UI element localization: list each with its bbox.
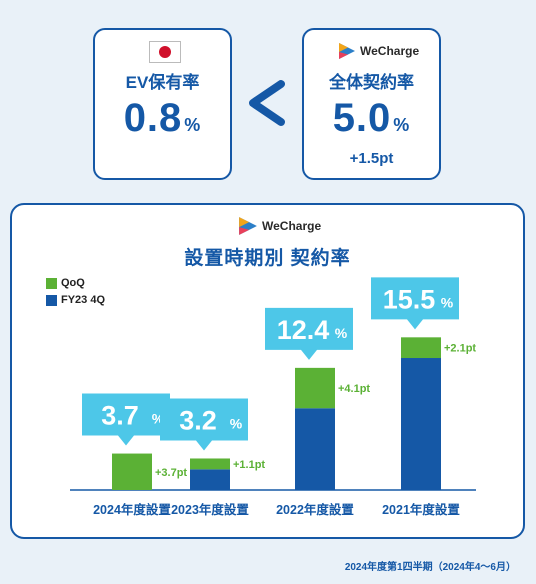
total-label-3: 15.5 xyxy=(383,284,436,314)
wecharge-logo-main: WeCharge xyxy=(238,216,321,236)
callout-0 xyxy=(82,393,170,446)
legend-item-qoq: QoQ xyxy=(46,277,85,289)
bar-qoq-3 xyxy=(401,337,441,359)
delta-label-2: +4.1pt xyxy=(338,383,370,395)
legend-swatch-qoq xyxy=(46,277,57,289)
delta-label-1: +1.1pt xyxy=(233,459,265,471)
legend-item-fy23: FY23 4Q xyxy=(46,294,105,306)
delta-label-0: +3.7pt xyxy=(155,467,187,479)
callout-1 xyxy=(160,398,248,451)
total-unit-1: % xyxy=(230,415,243,431)
category-label-1: 2023年度設置 xyxy=(171,502,249,517)
contract-rate-delta: +1.5pt xyxy=(349,150,394,167)
wecharge-logo: WeCharge xyxy=(338,42,419,60)
total-label-2: 12.4 xyxy=(277,315,330,345)
bar-qoq-2 xyxy=(295,367,335,409)
total-label-0: 3.7 xyxy=(101,401,139,431)
japan-flag-icon xyxy=(149,41,181,63)
total-unit-2: % xyxy=(335,325,348,341)
chart-card: WeCharge 設置時期別 契約率 QoQ FY23 4Q +3.7pt 3.7… xyxy=(10,203,525,539)
wecharge-logo-icon xyxy=(339,43,355,59)
legend-swatch-fy23 xyxy=(46,294,57,306)
wecharge-logo-icon xyxy=(239,217,257,235)
callout-2 xyxy=(265,307,353,360)
contract-rate-label: 全体契約率 xyxy=(329,73,414,92)
ev-ownership-label: EV保有率 xyxy=(125,73,200,92)
category-label-3: 2021年度設置 xyxy=(382,502,460,517)
bar-qoq-1 xyxy=(190,458,230,470)
contract-rate-card: WeCharge 全体契約率 5.0% +1.5pt xyxy=(302,28,441,180)
footnote: 2024年度第1四半期（2024年4〜6月） xyxy=(344,562,516,573)
less-than-icon xyxy=(249,80,285,126)
category-label-2: 2022年度設置 xyxy=(276,502,354,517)
total-unit-3: % xyxy=(441,294,454,310)
delta-label-3: +2.1pt xyxy=(444,343,476,355)
chart-title: 設置時期別 契約率 xyxy=(184,248,351,269)
stacked-bar-chart: +3.7pt 3.7 % 2024年度設置 +1.1pt 3.2 % 2023年度設置 +4.1… xyxy=(70,277,476,517)
bar-fy23-3 xyxy=(401,358,441,490)
bar-fy23-2 xyxy=(295,408,335,490)
total-label-1: 3.2 xyxy=(179,405,217,435)
ev-ownership-value: 0.8% xyxy=(123,96,202,140)
callout-3 xyxy=(371,277,459,330)
category-label-0: 2024年度設置 xyxy=(93,502,171,517)
ev-ownership-card: EV保有率 0.8% xyxy=(93,28,232,180)
bar-fy23-1 xyxy=(190,469,230,490)
bar-qoq-0 xyxy=(112,453,152,490)
contract-rate-value: 5.0% xyxy=(332,96,411,140)
